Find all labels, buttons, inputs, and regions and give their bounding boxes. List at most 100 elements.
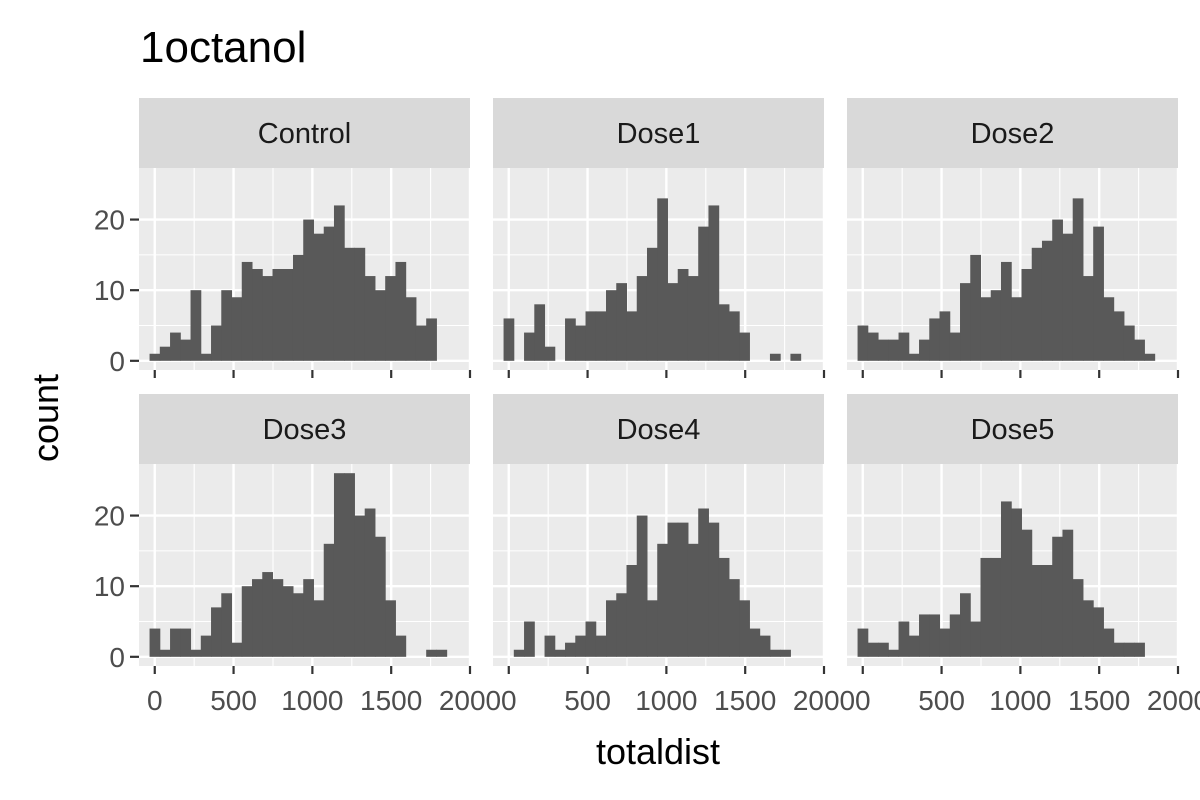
- facet-control: Control 0 10 20: [94, 98, 472, 378]
- histogram-bar: [888, 649, 900, 657]
- histogram-bar: [1082, 276, 1094, 361]
- histogram-bar: [405, 297, 417, 361]
- facet-dose4: Dose4 0 500 1000 1500 2000: [493, 394, 855, 716]
- histogram-bar: [565, 318, 576, 361]
- histogram-bar: [749, 628, 761, 657]
- x-tick-label: 1000: [635, 685, 697, 716]
- x-tick-label: 1500: [360, 685, 422, 716]
- histogram-bar: [513, 649, 525, 657]
- x-tick-label: 500: [564, 685, 611, 716]
- histogram-bar: [1144, 353, 1156, 361]
- histogram-bar: [272, 579, 284, 657]
- histogram-bar: [333, 473, 345, 657]
- histogram-bar: [252, 269, 263, 361]
- histogram-bar: [878, 339, 889, 361]
- histogram-bar: [1113, 311, 1125, 361]
- histogram-bar: [728, 579, 740, 657]
- histogram-bar: [415, 325, 427, 361]
- histogram-bar: [252, 579, 263, 657]
- histogram-bar: [585, 621, 597, 657]
- histogram-bar: [170, 332, 181, 361]
- histogram-bar: [980, 557, 992, 657]
- histogram-bar: [939, 628, 951, 657]
- histogram-bar: [867, 642, 879, 657]
- histogram-bar: [1072, 579, 1084, 657]
- histogram-bar: [1123, 642, 1135, 657]
- histogram-bar: [292, 254, 304, 361]
- histogram-bar: [180, 628, 192, 657]
- histogram-bar: [1041, 240, 1053, 361]
- x-tick-label: 0: [501, 685, 517, 716]
- histogram-bar: [180, 339, 192, 361]
- histogram-bar: [1011, 508, 1022, 657]
- histogram-bar: [898, 332, 910, 361]
- histogram-bar: [949, 614, 961, 657]
- x-tick-label: 0: [147, 685, 163, 716]
- histogram-bar: [231, 642, 243, 657]
- histogram-bar: [1082, 600, 1094, 657]
- histogram-bar: [1134, 642, 1145, 657]
- histogram-bar: [190, 290, 202, 361]
- histogram-bar: [1093, 607, 1104, 657]
- histogram-bar: [524, 621, 535, 657]
- strip-control: [139, 98, 470, 168]
- histogram-bar: [1062, 529, 1074, 657]
- facet-dose2: Dose2: [847, 98, 1180, 378]
- histogram-bar: [949, 332, 961, 361]
- histogram-bar: [544, 635, 556, 657]
- histogram-bar: [374, 536, 386, 657]
- histogram-bar: [354, 247, 366, 361]
- histogram-bar: [374, 290, 386, 361]
- histogram-bar: [769, 649, 781, 657]
- histogram-bar: [888, 339, 900, 361]
- histogram-bar: [667, 283, 679, 361]
- histogram-bar: [575, 635, 587, 657]
- strip-label: Dose5: [971, 414, 1055, 446]
- histogram-bar: [575, 325, 587, 361]
- histogram-bar: [395, 635, 407, 657]
- histogram-bar: [698, 508, 709, 657]
- strip-label: Dose4: [617, 414, 701, 446]
- histogram-bar: [1072, 198, 1084, 361]
- histogram-bar: [200, 635, 212, 657]
- histogram-bar: [1011, 297, 1022, 361]
- histogram-bar: [1000, 261, 1012, 361]
- histogram-bar: [149, 628, 161, 657]
- y-tick-label: 20: [94, 205, 125, 236]
- histogram-bar: [1000, 501, 1012, 657]
- histogram-bar: [677, 522, 689, 657]
- histogram-bar: [1103, 297, 1115, 361]
- histogram-bar: [718, 557, 730, 657]
- histogram-bar: [565, 642, 576, 657]
- histogram-bar: [149, 353, 161, 361]
- facet-panels: Control 0 10 20 Dose1 Dose2 Dose3 0 10 20 0 500 1000…: [94, 98, 1200, 716]
- histogram-bar: [262, 276, 274, 361]
- histogram-bar: [898, 621, 910, 657]
- histogram-bar: [626, 311, 638, 361]
- histogram-bar: [385, 600, 396, 657]
- histogram-bar: [282, 269, 294, 361]
- histogram-bar: [616, 593, 628, 657]
- histogram-bar: [606, 290, 617, 361]
- y-tick-label: 0: [109, 346, 125, 377]
- histogram-bar: [857, 325, 869, 361]
- histogram-bar: [636, 515, 648, 657]
- histogram-bar: [1041, 565, 1053, 657]
- y-tick-label: 20: [94, 501, 125, 532]
- histogram-bar: [333, 205, 345, 361]
- histogram-bar: [1103, 628, 1115, 657]
- x-tick-label: 2000: [793, 685, 855, 716]
- histogram-bar: [524, 332, 535, 361]
- histogram-bar: [436, 649, 448, 657]
- facet-dose5: Dose5 0 500 1000 1500 2000: [847, 394, 1200, 716]
- histogram-bar: [790, 353, 802, 361]
- histogram-bar: [282, 586, 294, 657]
- strip-dose1: [493, 98, 824, 168]
- strip-dose4: [493, 394, 824, 464]
- histogram-bar: [780, 649, 791, 657]
- histogram-bar: [303, 579, 314, 657]
- histogram-bar: [1062, 233, 1074, 361]
- histogram-bar: [646, 600, 658, 657]
- y-tick-label: 10: [94, 275, 125, 306]
